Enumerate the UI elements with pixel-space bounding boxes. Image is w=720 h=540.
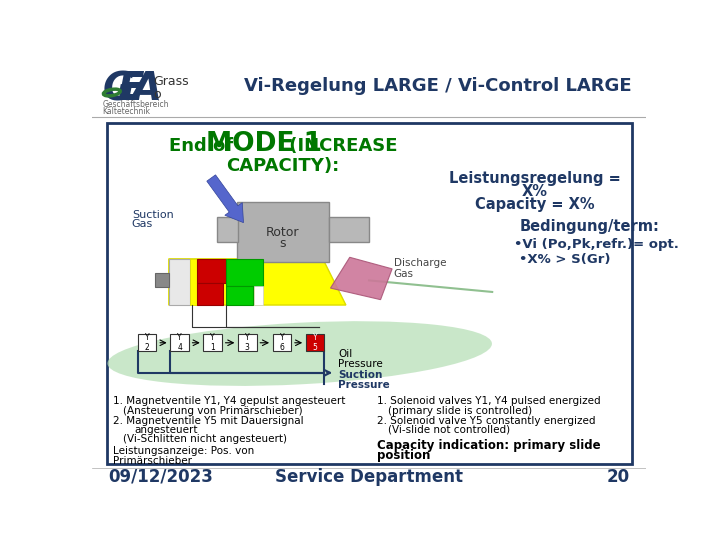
Text: Primärschieber: Primärschieber (113, 456, 192, 465)
Text: A: A (132, 70, 162, 109)
Polygon shape (330, 257, 392, 300)
Text: 2. Magnetventile Y5 mit Dauersignal: 2. Magnetventile Y5 mit Dauersignal (113, 416, 304, 426)
Text: Kältetechnik: Kältetechnik (102, 106, 150, 116)
Text: Vi-Regelung LARGE / Vi-Control LARGE: Vi-Regelung LARGE / Vi-Control LARGE (245, 77, 632, 96)
Bar (253, 286, 263, 305)
Text: CAPACITY):: CAPACITY): (227, 158, 340, 176)
Text: 1. Solenoid valves Y1, Y4 pulsed energized: 1. Solenoid valves Y1, Y4 pulsed energiz… (377, 395, 600, 406)
Text: End of: End of (168, 137, 239, 154)
Text: 09/12/2023: 09/12/2023 (109, 468, 214, 486)
Text: Bedingung/term:: Bedingung/term: (519, 219, 659, 234)
Bar (197, 259, 226, 284)
Text: Gas: Gas (132, 219, 153, 229)
Bar (197, 284, 223, 305)
Bar (273, 334, 291, 351)
Text: Y
4: Y 4 (177, 333, 182, 353)
Text: (INCREASE: (INCREASE (283, 137, 397, 154)
Bar (237, 202, 329, 262)
Polygon shape (168, 259, 346, 305)
Text: Gas: Gas (394, 269, 414, 279)
FancyArrow shape (207, 175, 243, 222)
Text: Leistungsanzeige: Pos. von: Leistungsanzeige: Pos. von (113, 447, 255, 456)
Text: Pressure: Pressure (338, 380, 390, 390)
Text: Y
1: Y 1 (210, 333, 215, 353)
Bar (226, 259, 263, 286)
Bar (190, 259, 197, 305)
Bar (306, 334, 324, 351)
Text: •Vi (Po,Pk,refr.)= opt.: •Vi (Po,Pk,refr.)= opt. (514, 238, 679, 251)
Text: Discharge: Discharge (394, 259, 446, 268)
Text: Rotor: Rotor (266, 226, 300, 239)
Text: •X% > S(Gr): •X% > S(Gr) (519, 253, 611, 266)
Text: Y
2: Y 2 (145, 333, 150, 353)
Text: MODE 1: MODE 1 (206, 131, 322, 157)
Text: Capacity indication: primary slide: Capacity indication: primary slide (377, 440, 600, 453)
Text: G: G (102, 70, 135, 109)
Text: Service Department: Service Department (275, 468, 463, 486)
Ellipse shape (107, 321, 492, 386)
Text: (primary slide is controlled): (primary slide is controlled) (388, 406, 532, 416)
Bar (238, 334, 256, 351)
Bar (138, 334, 156, 351)
Text: Y
3: Y 3 (245, 333, 250, 353)
Text: 20: 20 (606, 468, 629, 486)
Text: (Vi-slide not controlled): (Vi-slide not controlled) (388, 425, 510, 435)
Text: 1. Magnetventile Y1, Y4 gepulst angesteuert: 1. Magnetventile Y1, Y4 gepulst angesteu… (113, 395, 346, 406)
Text: o: o (153, 87, 161, 100)
Text: (Vi-Schlitten nicht angesteuert): (Vi-Schlitten nicht angesteuert) (122, 434, 287, 444)
Bar (226, 286, 253, 305)
Text: Oil: Oil (338, 349, 353, 359)
Text: Pressure: Pressure (338, 359, 383, 369)
Text: Y
5: Y 5 (312, 333, 318, 353)
Bar (155, 273, 168, 287)
Text: angesteuert: angesteuert (134, 425, 198, 435)
Text: Y
6: Y 6 (279, 333, 284, 353)
Text: s: s (279, 237, 286, 250)
Text: E: E (117, 70, 144, 109)
Text: Leistungsregelung =: Leistungsregelung = (449, 171, 621, 186)
Text: Suction: Suction (132, 210, 174, 220)
Text: Grass: Grass (153, 75, 189, 88)
Text: position: position (377, 449, 430, 462)
Text: Geschäftsbereich: Geschäftsbereich (102, 100, 169, 109)
Bar (171, 334, 189, 351)
Bar (107, 123, 632, 464)
Bar (168, 259, 190, 305)
Text: 2. Solenoid valve Y5 constantly energized: 2. Solenoid valve Y5 constantly energize… (377, 416, 595, 426)
Text: Suction: Suction (338, 370, 382, 380)
Text: Capacity = X%: Capacity = X% (474, 198, 595, 212)
Bar (204, 334, 222, 351)
Bar (217, 217, 238, 242)
Text: X%: X% (521, 184, 547, 199)
Text: (Ansteuerung von Primärschieber): (Ansteuerung von Primärschieber) (122, 406, 302, 416)
Bar (329, 217, 369, 242)
